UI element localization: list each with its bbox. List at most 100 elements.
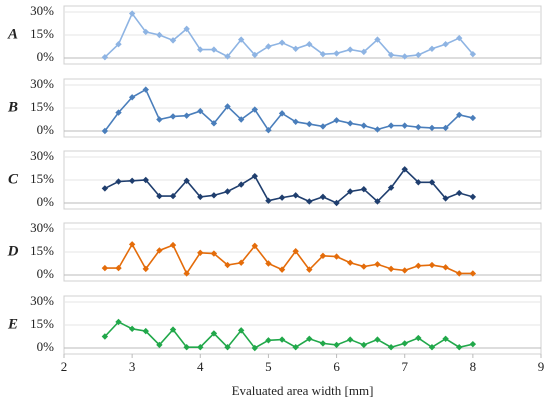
marker [415, 179, 422, 186]
marker [142, 327, 149, 335]
marker [210, 46, 218, 53]
series-line [104, 242, 473, 276]
marker [469, 114, 477, 122]
marker [333, 199, 340, 207]
marker [156, 341, 163, 349]
marker [333, 117, 340, 124]
marker [224, 188, 231, 195]
marker [224, 344, 231, 351]
marker [265, 260, 272, 267]
marker [224, 103, 231, 110]
marker [237, 181, 245, 188]
marker [251, 242, 258, 250]
marker [265, 197, 272, 204]
marker [183, 112, 190, 119]
marker [319, 50, 327, 58]
marker [265, 337, 272, 344]
marker [428, 124, 436, 132]
marker [306, 41, 313, 48]
x-tick-label: 3 [129, 359, 136, 374]
marker [101, 127, 109, 135]
marker [374, 261, 381, 268]
y-tick-label: 15% [30, 26, 54, 41]
marker [265, 43, 272, 50]
y-tick-label: 0% [37, 266, 55, 281]
marker [333, 341, 340, 349]
marker [101, 54, 109, 61]
marker [401, 166, 408, 173]
marker [115, 264, 122, 272]
x-tick-label: 4 [197, 359, 204, 374]
marker [428, 261, 436, 269]
marker [347, 120, 354, 127]
marker [469, 50, 477, 58]
x-tick-label: 9 [538, 359, 545, 374]
marker [278, 39, 286, 46]
marker [401, 267, 408, 274]
marker [469, 193, 477, 201]
marker [169, 241, 177, 249]
series-line [104, 320, 474, 350]
marker [197, 107, 204, 115]
marker [251, 106, 258, 113]
marker [319, 252, 327, 260]
marker [197, 249, 204, 256]
marker [115, 109, 122, 116]
marker [128, 10, 136, 17]
marker [142, 86, 149, 93]
marker [456, 34, 463, 42]
marker [333, 50, 340, 57]
y-tick-label: 0% [37, 194, 55, 209]
marker [347, 46, 354, 53]
marker [278, 336, 286, 343]
y-tick-label: 15% [30, 99, 54, 114]
series-line [104, 11, 474, 58]
marker [428, 45, 436, 52]
marker [469, 340, 477, 348]
marker [101, 333, 109, 340]
marker [374, 126, 381, 133]
marker [347, 336, 354, 343]
panel-label: A [7, 26, 18, 42]
marker [128, 241, 136, 248]
marker [469, 270, 477, 277]
marker [347, 188, 354, 195]
marker [169, 113, 177, 120]
marker [456, 111, 463, 119]
marker [415, 334, 422, 342]
panel-label: D [7, 243, 19, 259]
series-line [104, 88, 474, 132]
marker [347, 259, 354, 266]
marker [237, 259, 245, 266]
marker [401, 53, 408, 60]
marker [292, 192, 299, 199]
marker [128, 177, 136, 184]
y-tick-label: 0% [37, 339, 55, 354]
marker [292, 344, 299, 351]
marker [251, 172, 258, 180]
marker [442, 124, 449, 132]
marker [306, 120, 313, 128]
y-tick-label: 30% [30, 220, 54, 235]
x-axis-title: Evaluated area width [mm] [232, 383, 374, 398]
panel-label: B [7, 99, 18, 115]
marker [360, 186, 368, 193]
marker [428, 344, 436, 351]
marker [401, 340, 408, 347]
marker [278, 194, 286, 201]
marker [333, 253, 340, 260]
marker [306, 335, 313, 342]
marker [210, 120, 218, 127]
marker [210, 250, 218, 257]
y-tick-label: 30% [30, 293, 54, 308]
marker [183, 177, 190, 184]
marker [292, 118, 299, 125]
marker [292, 45, 299, 52]
marker [306, 198, 313, 205]
marker [251, 51, 258, 59]
marker [197, 46, 204, 53]
marker [237, 36, 245, 43]
marker [387, 122, 395, 129]
marker [128, 94, 136, 101]
